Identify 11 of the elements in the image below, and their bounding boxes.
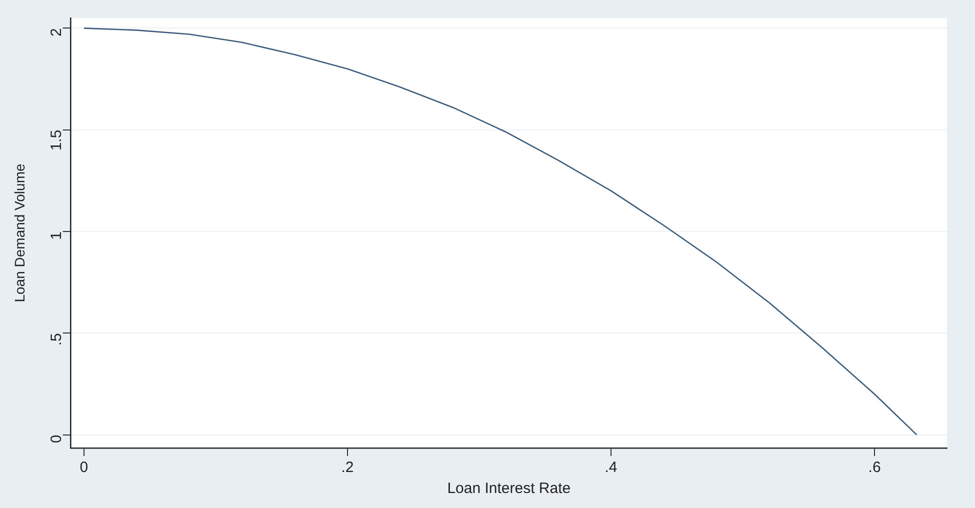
- y-tick-label: 1: [48, 231, 65, 240]
- x-tick-label: .4: [604, 459, 618, 476]
- y-tick-label: 2: [48, 28, 65, 37]
- x-tick-label: .6: [868, 459, 881, 476]
- x-tick-label: 0: [80, 459, 88, 476]
- y-tick-label: 1.5: [48, 130, 65, 151]
- x-tick-label: .2: [341, 459, 354, 476]
- x-axis-title: Loan Interest Rate: [447, 480, 571, 498]
- y-tick-label: .5: [48, 333, 65, 346]
- y-tick-label: 0: [48, 434, 65, 444]
- y-axis-title: Loan Demand Volume: [11, 164, 28, 302]
